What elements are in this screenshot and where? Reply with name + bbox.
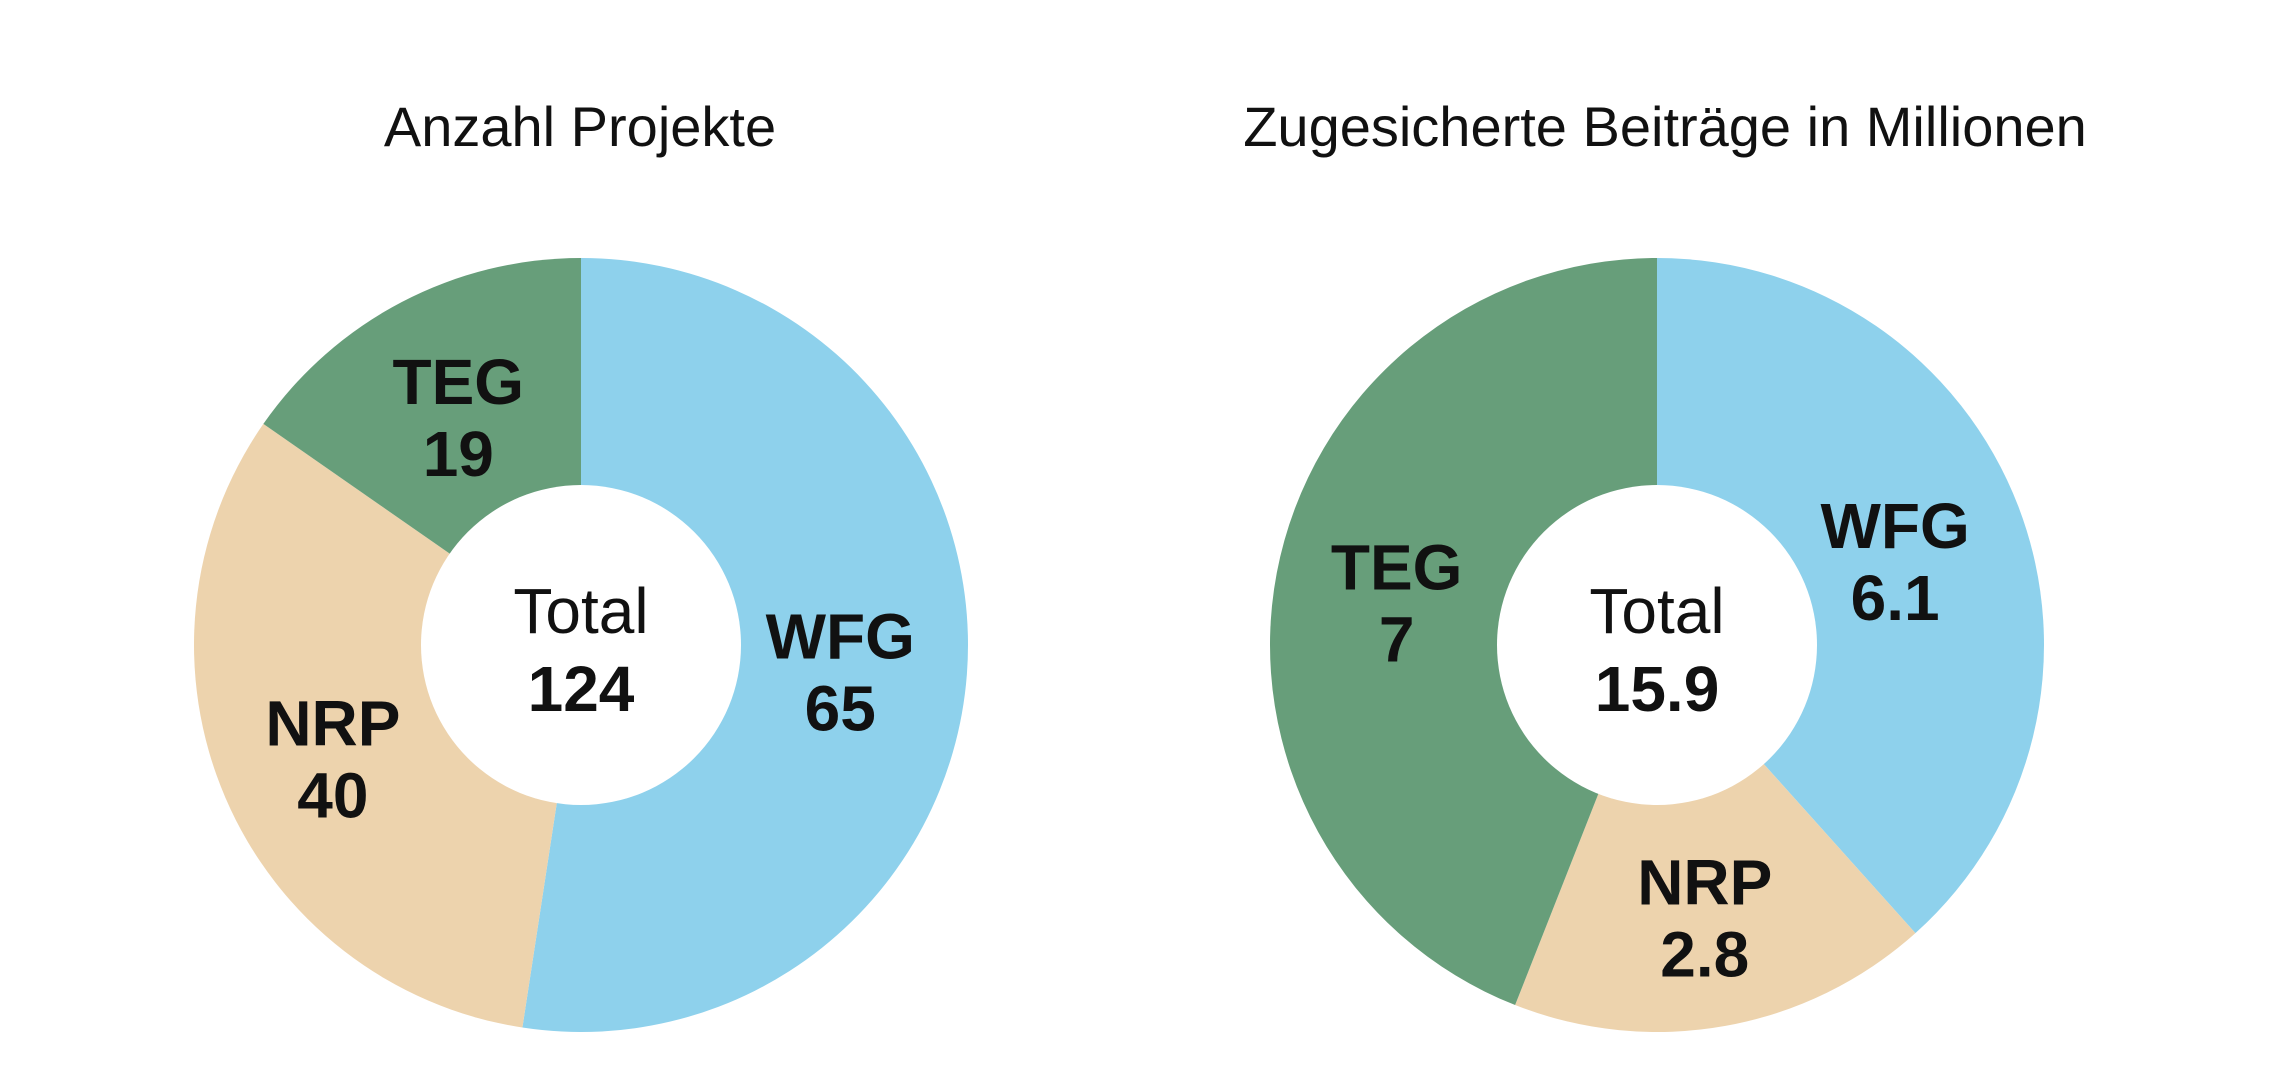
chart-title-contributions: Zugesicherte Beiträge in Millionen	[1243, 95, 2087, 158]
slice-value-wfg: 65	[805, 673, 876, 745]
total-label: Total	[1589, 575, 1724, 647]
slice-label-wfg: WFG	[1821, 490, 1970, 562]
slice-teg	[1270, 258, 1657, 1006]
chart-title-projects: Anzahl Projekte	[383, 95, 777, 158]
slice-label-teg: TEG	[393, 346, 525, 418]
donut-hole	[421, 485, 741, 805]
donut-hole	[1497, 485, 1817, 805]
slice-value-teg: 19	[423, 418, 494, 490]
slice-value-teg: 7	[1379, 604, 1415, 676]
total-value: 124	[528, 653, 635, 725]
slice-nrp	[194, 423, 581, 1028]
slice-value-nrp: 40	[297, 759, 368, 831]
total-value: 15.9	[1595, 653, 1720, 725]
slice-label-nrp: NRP	[1637, 847, 1772, 919]
slice-value-nrp: 2.8	[1660, 919, 1749, 991]
slice-wfg	[522, 258, 969, 1032]
total-label: Total	[513, 575, 648, 647]
slice-wfg	[1657, 258, 2045, 934]
slice-label-teg: TEG	[1331, 532, 1463, 604]
slice-label-wfg: WFG	[766, 601, 915, 673]
slice-value-wfg: 6.1	[1851, 562, 1940, 634]
slice-label-nrp: NRP	[265, 687, 400, 759]
slice-nrp	[1515, 645, 1916, 1032]
